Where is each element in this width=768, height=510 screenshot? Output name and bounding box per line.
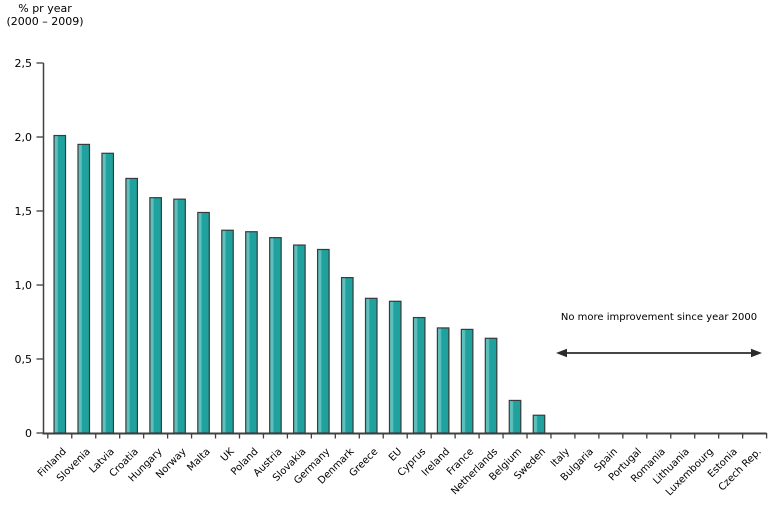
bar-austria	[269, 237, 282, 434]
bar-croatia	[125, 177, 139, 434]
bar-finland	[53, 134, 67, 434]
bar-uk	[221, 229, 234, 434]
bar-cyprus	[412, 316, 426, 434]
bar-ireland	[436, 327, 450, 434]
bar-latvia	[101, 152, 115, 434]
bar-slovenia	[77, 143, 91, 434]
bar-slovakia	[293, 244, 306, 434]
bar-poland	[245, 231, 258, 434]
bar-greece	[364, 297, 378, 434]
bar-malta	[197, 211, 210, 434]
bar-france	[460, 328, 474, 434]
bar-hungary	[149, 197, 162, 434]
bar-germany	[316, 248, 330, 434]
x-axis-label-malta: Malta	[185, 446, 212, 473]
bar-denmark	[340, 277, 354, 434]
double-arrow-right-head	[751, 348, 762, 358]
y-axis-tick-label: 0	[25, 427, 32, 440]
y-axis-tick-label: 1,5	[15, 205, 33, 218]
y-axis-title-line2: (2000 – 2009)	[6, 15, 84, 28]
y-axis-title: % pr year (2000 – 2009)	[0, 2, 90, 28]
bar-sweden	[532, 414, 546, 434]
y-axis-title-line1: % pr year	[18, 2, 72, 15]
bar-netherlands	[484, 337, 498, 434]
y-axis-tick-label: 2,0	[15, 131, 33, 144]
bar-norway	[173, 198, 186, 434]
y-axis-tick-label: 0,5	[15, 353, 33, 366]
double-arrow-left-head	[556, 348, 567, 358]
y-axis-tick-label: 2,5	[15, 57, 33, 70]
bar-eu	[388, 300, 402, 434]
bar-belgium	[508, 399, 522, 434]
x-axis-label-eu: EU	[387, 446, 404, 463]
y-axis-tick-label: 1,0	[15, 279, 33, 292]
annotation-text: No more improvement since year 2000	[561, 312, 757, 323]
x-axis-label-uk: UK	[219, 446, 237, 464]
